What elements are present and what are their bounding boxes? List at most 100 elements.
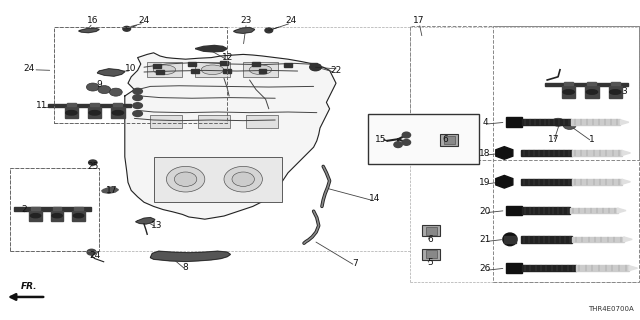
Bar: [573, 236, 624, 242]
Bar: [29, 211, 42, 221]
Ellipse shape: [52, 214, 62, 218]
Bar: [259, 69, 266, 73]
Bar: [284, 63, 292, 67]
Bar: [585, 86, 598, 98]
Bar: [522, 207, 570, 214]
Polygon shape: [136, 218, 155, 224]
Bar: [426, 250, 437, 258]
Bar: [570, 208, 618, 213]
Bar: [588, 83, 596, 85]
Ellipse shape: [552, 118, 564, 126]
Bar: [243, 62, 278, 77]
Bar: [154, 157, 282, 202]
Polygon shape: [618, 208, 626, 213]
Text: 17: 17: [106, 186, 118, 195]
Bar: [506, 117, 522, 127]
Polygon shape: [234, 28, 255, 33]
Bar: [521, 179, 572, 185]
Bar: [572, 119, 620, 125]
Bar: [31, 207, 40, 210]
Text: 13: 13: [151, 221, 163, 230]
Bar: [51, 211, 63, 221]
Text: 17: 17: [413, 16, 425, 25]
Bar: [223, 69, 231, 73]
Bar: [147, 62, 182, 77]
Text: 3: 3: [621, 87, 627, 96]
Bar: [426, 227, 437, 235]
Ellipse shape: [265, 28, 273, 33]
Bar: [368, 114, 479, 164]
Polygon shape: [496, 175, 513, 188]
Ellipse shape: [174, 172, 197, 186]
Bar: [14, 207, 91, 211]
Bar: [150, 115, 182, 128]
Ellipse shape: [310, 64, 321, 71]
Bar: [191, 69, 199, 73]
Text: 18: 18: [479, 149, 491, 158]
Text: 21: 21: [479, 235, 491, 244]
Ellipse shape: [87, 249, 96, 255]
Ellipse shape: [74, 214, 84, 218]
Ellipse shape: [402, 140, 411, 145]
Text: THR4E0700A: THR4E0700A: [588, 306, 634, 312]
Bar: [74, 207, 83, 210]
Text: 1: 1: [589, 135, 595, 144]
Ellipse shape: [503, 233, 517, 246]
Text: 24: 24: [138, 16, 150, 25]
Bar: [521, 236, 573, 243]
Polygon shape: [622, 150, 630, 156]
Bar: [65, 107, 78, 118]
Bar: [506, 206, 522, 215]
Ellipse shape: [394, 142, 403, 148]
Text: 12: 12: [221, 53, 233, 62]
Bar: [153, 64, 161, 68]
Bar: [188, 62, 196, 66]
Bar: [576, 265, 629, 271]
Text: 10: 10: [125, 64, 137, 73]
Text: 16: 16: [87, 16, 99, 25]
Bar: [444, 136, 455, 144]
Polygon shape: [150, 251, 230, 261]
Bar: [506, 263, 522, 273]
Ellipse shape: [31, 214, 41, 218]
Bar: [88, 107, 101, 118]
Ellipse shape: [224, 166, 262, 192]
Bar: [113, 103, 122, 106]
Bar: [252, 62, 260, 66]
Text: 15: 15: [375, 135, 387, 144]
Text: 19: 19: [479, 178, 491, 187]
Bar: [609, 86, 622, 98]
Bar: [48, 104, 131, 107]
Bar: [545, 83, 628, 86]
Bar: [572, 179, 622, 185]
Bar: [72, 211, 84, 221]
Text: 2: 2: [22, 205, 27, 214]
Ellipse shape: [133, 95, 143, 100]
Text: 5: 5: [428, 258, 433, 267]
Ellipse shape: [232, 172, 254, 186]
Bar: [493, 26, 639, 282]
Text: 17: 17: [548, 135, 559, 144]
Text: 24: 24: [23, 64, 35, 73]
Bar: [422, 249, 440, 260]
Ellipse shape: [133, 111, 143, 116]
Polygon shape: [629, 266, 637, 271]
Bar: [54, 27, 227, 123]
Ellipse shape: [563, 122, 576, 130]
Bar: [504, 236, 516, 243]
Ellipse shape: [154, 65, 176, 75]
Bar: [410, 26, 639, 160]
Bar: [90, 103, 99, 106]
Bar: [572, 150, 622, 156]
Ellipse shape: [113, 110, 124, 115]
Text: 6: 6: [442, 135, 447, 144]
Bar: [564, 83, 573, 85]
Text: 9: 9: [97, 80, 102, 89]
Text: 6: 6: [428, 235, 433, 244]
Ellipse shape: [66, 110, 77, 115]
Ellipse shape: [98, 86, 111, 94]
Bar: [522, 119, 572, 125]
Ellipse shape: [250, 65, 272, 75]
Bar: [53, 207, 61, 210]
Polygon shape: [620, 120, 629, 125]
